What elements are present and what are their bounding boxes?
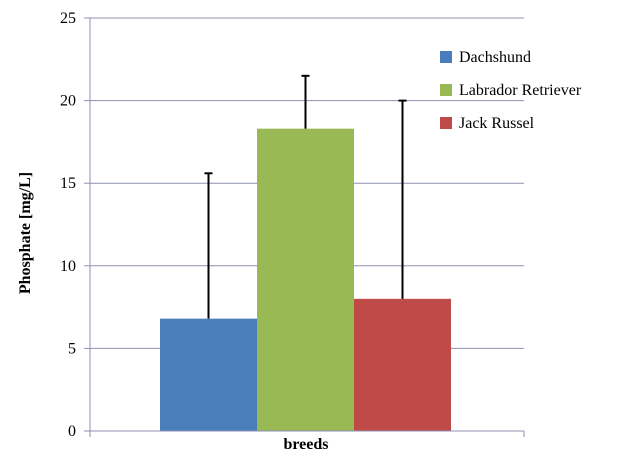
x-axis-title: breeds xyxy=(283,436,328,453)
y-tick-label: 0 xyxy=(68,423,76,440)
error-bars xyxy=(204,74,407,319)
y-tick-labels: 0 5 10 15 20 25 xyxy=(60,10,76,440)
bars xyxy=(160,128,451,431)
legend-swatch xyxy=(440,117,452,129)
bar-jack-russel xyxy=(354,298,451,431)
y-tick-label: 10 xyxy=(60,258,76,275)
bar-labrador-retriever xyxy=(257,128,354,431)
legend-swatch xyxy=(440,51,452,63)
axes xyxy=(84,17,525,437)
y-tick-label: 25 xyxy=(60,10,76,27)
legend-label: Dachshund xyxy=(459,49,531,66)
y-tick-label: 20 xyxy=(60,93,76,110)
bar-dachshund xyxy=(160,318,257,431)
y-axis-title: Phosphate [mg/L] xyxy=(17,172,34,294)
y-tick-label: 15 xyxy=(60,175,76,192)
legend-swatch xyxy=(440,84,452,96)
legend-label: Labrador Retriever xyxy=(459,82,582,99)
y-tick-label: 5 xyxy=(68,340,76,357)
legend-label: Jack Russel xyxy=(459,115,535,132)
legend: Dachshund Labrador Retriever Jack Russel xyxy=(440,49,582,132)
